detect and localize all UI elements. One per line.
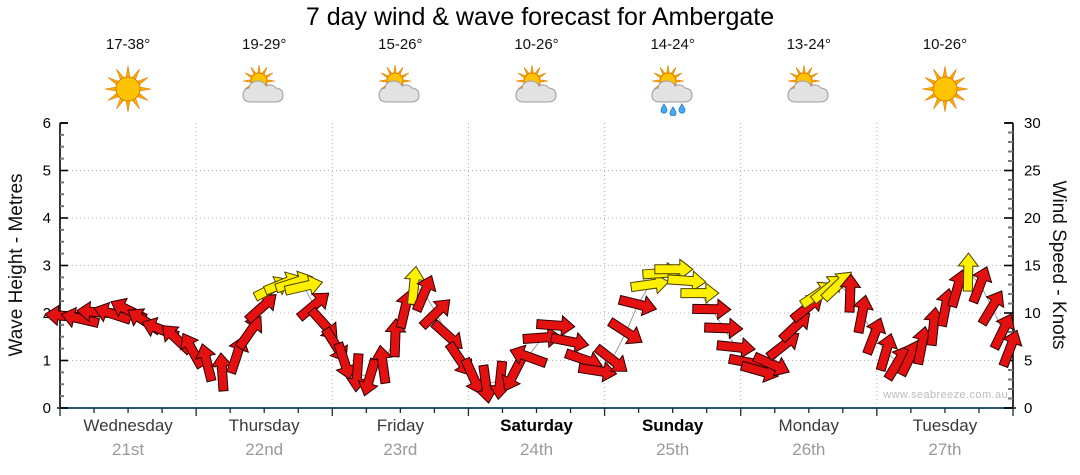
wind-arrow-red xyxy=(593,343,628,372)
wind-arrow-red xyxy=(752,351,791,377)
wind-arrow-red xyxy=(617,294,658,317)
sun-behind-cloud-icon xyxy=(787,64,829,103)
rain-drops-icon xyxy=(660,103,686,117)
sun-behind-cloud-icon xyxy=(651,64,693,103)
left-tick-label: 5 xyxy=(43,163,51,180)
wind-arrow-red xyxy=(194,343,217,383)
day-name-label: Sunday xyxy=(641,416,704,435)
sun-icon xyxy=(105,65,152,113)
day-name-label: Friday xyxy=(376,416,424,435)
wind-arrow-red xyxy=(549,331,590,354)
weather-icon-sunny xyxy=(100,62,156,116)
wind-arrow-yellow xyxy=(283,274,324,296)
wind-arrow-red xyxy=(60,306,101,329)
sun-icon xyxy=(921,65,968,113)
weather-icon-showers xyxy=(645,62,701,117)
chart-title: 7 day wind & wave forecast for Ambergate xyxy=(305,3,775,31)
day-temp-range: 15-26° xyxy=(378,36,423,53)
wind-arrow-red xyxy=(989,313,1016,351)
day-date-label: 26th xyxy=(792,440,826,459)
wind-arrow-red xyxy=(852,294,874,334)
wind-arrow-red xyxy=(716,336,756,359)
wind-arrow-red xyxy=(875,332,899,373)
left-tick-label: 3 xyxy=(43,258,51,275)
right-tick-label: 5 xyxy=(1024,353,1032,370)
wind-arrow-red xyxy=(509,344,549,369)
sun-behind-cloud-icon xyxy=(514,64,557,103)
wind-arrow-yellow xyxy=(666,270,707,293)
day-date-label: 22nd xyxy=(245,440,284,459)
left-tick-label: 6 xyxy=(43,115,51,132)
right-tick-label: 15 xyxy=(1024,258,1041,275)
day-name-label: Monday xyxy=(778,416,840,435)
watermark: www.seabreeze.com.au xyxy=(883,389,1008,401)
day-temp-range: 19-29° xyxy=(242,36,287,53)
day-date-label: 24th xyxy=(519,440,554,459)
day-temp-range: 10-26° xyxy=(514,36,559,53)
wind-arrow-red xyxy=(692,298,732,321)
wind-arrow-yellow xyxy=(654,258,694,281)
wind-arrow-red xyxy=(704,317,744,340)
wind-arrow-red xyxy=(998,329,1023,369)
day-temp-range: 17-38° xyxy=(105,36,151,53)
left-tick-label: 0 xyxy=(43,400,51,417)
wind-arrow-red xyxy=(418,299,451,331)
wind-arrow-red xyxy=(210,352,233,392)
wind-arrow-red xyxy=(333,341,357,381)
wind-arrow-red xyxy=(295,292,330,322)
left-tick-label: 4 xyxy=(43,210,51,227)
day-date-label: 21st xyxy=(111,440,145,459)
wind-arrow-red xyxy=(357,357,380,397)
right-tick-label: 30 xyxy=(1024,115,1041,132)
wind-arrow-red xyxy=(862,317,887,356)
wind-arrow-red xyxy=(535,314,576,337)
wind-arrow-red xyxy=(977,290,1005,327)
day-name-label: Wednesday xyxy=(83,416,173,435)
day-date-label: 27th xyxy=(928,440,962,459)
weather-icon-partly-cloudy xyxy=(236,62,292,116)
wind-arrow-yellow xyxy=(680,282,720,305)
day-date-label: 25th xyxy=(656,440,690,459)
day-name-label: Tuesday xyxy=(912,416,978,435)
right-tick-label: 20 xyxy=(1024,210,1041,227)
weather-icon-partly-cloudy xyxy=(509,62,565,116)
right-tick-label: 25 xyxy=(1024,163,1041,180)
sun-behind-cloud-icon xyxy=(242,64,284,103)
day-name-label: Thursday xyxy=(228,416,300,435)
weather-icon-partly-cloudy xyxy=(372,62,428,116)
weather-icon-partly-cloudy xyxy=(781,62,837,116)
left-tick-label: 1 xyxy=(43,353,51,370)
day-temp-range: 10-26° xyxy=(922,36,968,53)
wind-arrow-red xyxy=(244,294,277,325)
weather-icon-sunny xyxy=(917,62,973,116)
day-date-label: 23rd xyxy=(383,440,418,459)
day-temp-range: 13-24° xyxy=(786,36,831,53)
wind-arrow-red xyxy=(371,344,393,385)
day-temp-range: 14-24° xyxy=(650,36,695,53)
wind-arrow-yellow xyxy=(957,252,980,292)
wind-arrow-red xyxy=(411,274,437,314)
right-tick-label: 0 xyxy=(1024,400,1032,417)
wind-arrow-red xyxy=(577,360,618,383)
wind-arrow-red xyxy=(607,317,643,345)
sun-behind-cloud-icon xyxy=(378,64,420,103)
day-name-label: Saturday xyxy=(500,416,573,435)
wind-arrow-red xyxy=(839,273,862,313)
wind-arrow-red xyxy=(968,265,993,305)
right-tick-label: 10 xyxy=(1024,305,1041,322)
wind-arrow-red xyxy=(234,315,263,351)
